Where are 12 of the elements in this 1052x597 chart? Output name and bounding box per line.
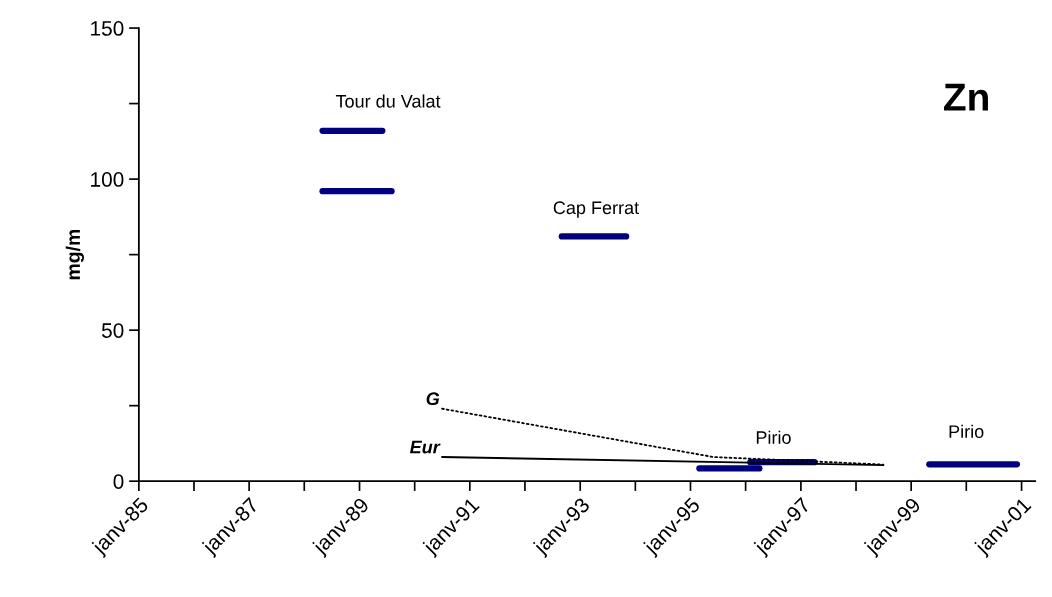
annotation: Pirio [949,424,984,438]
y-tick-label: 150 [91,21,124,36]
series-label: G [426,392,440,406]
y-tick-label: 0 [113,474,124,489]
text: Zn [944,83,988,111]
annotation: Pirio [756,430,791,444]
annotation: Cap Ferrat [553,201,639,218]
y-tick-label: 50 [101,323,124,338]
y-tick-label: 100 [91,172,124,187]
annotation: Tour du Valat [335,94,441,108]
y-axis-title: mg/m [65,229,84,280]
series-label: Eur [409,440,441,454]
